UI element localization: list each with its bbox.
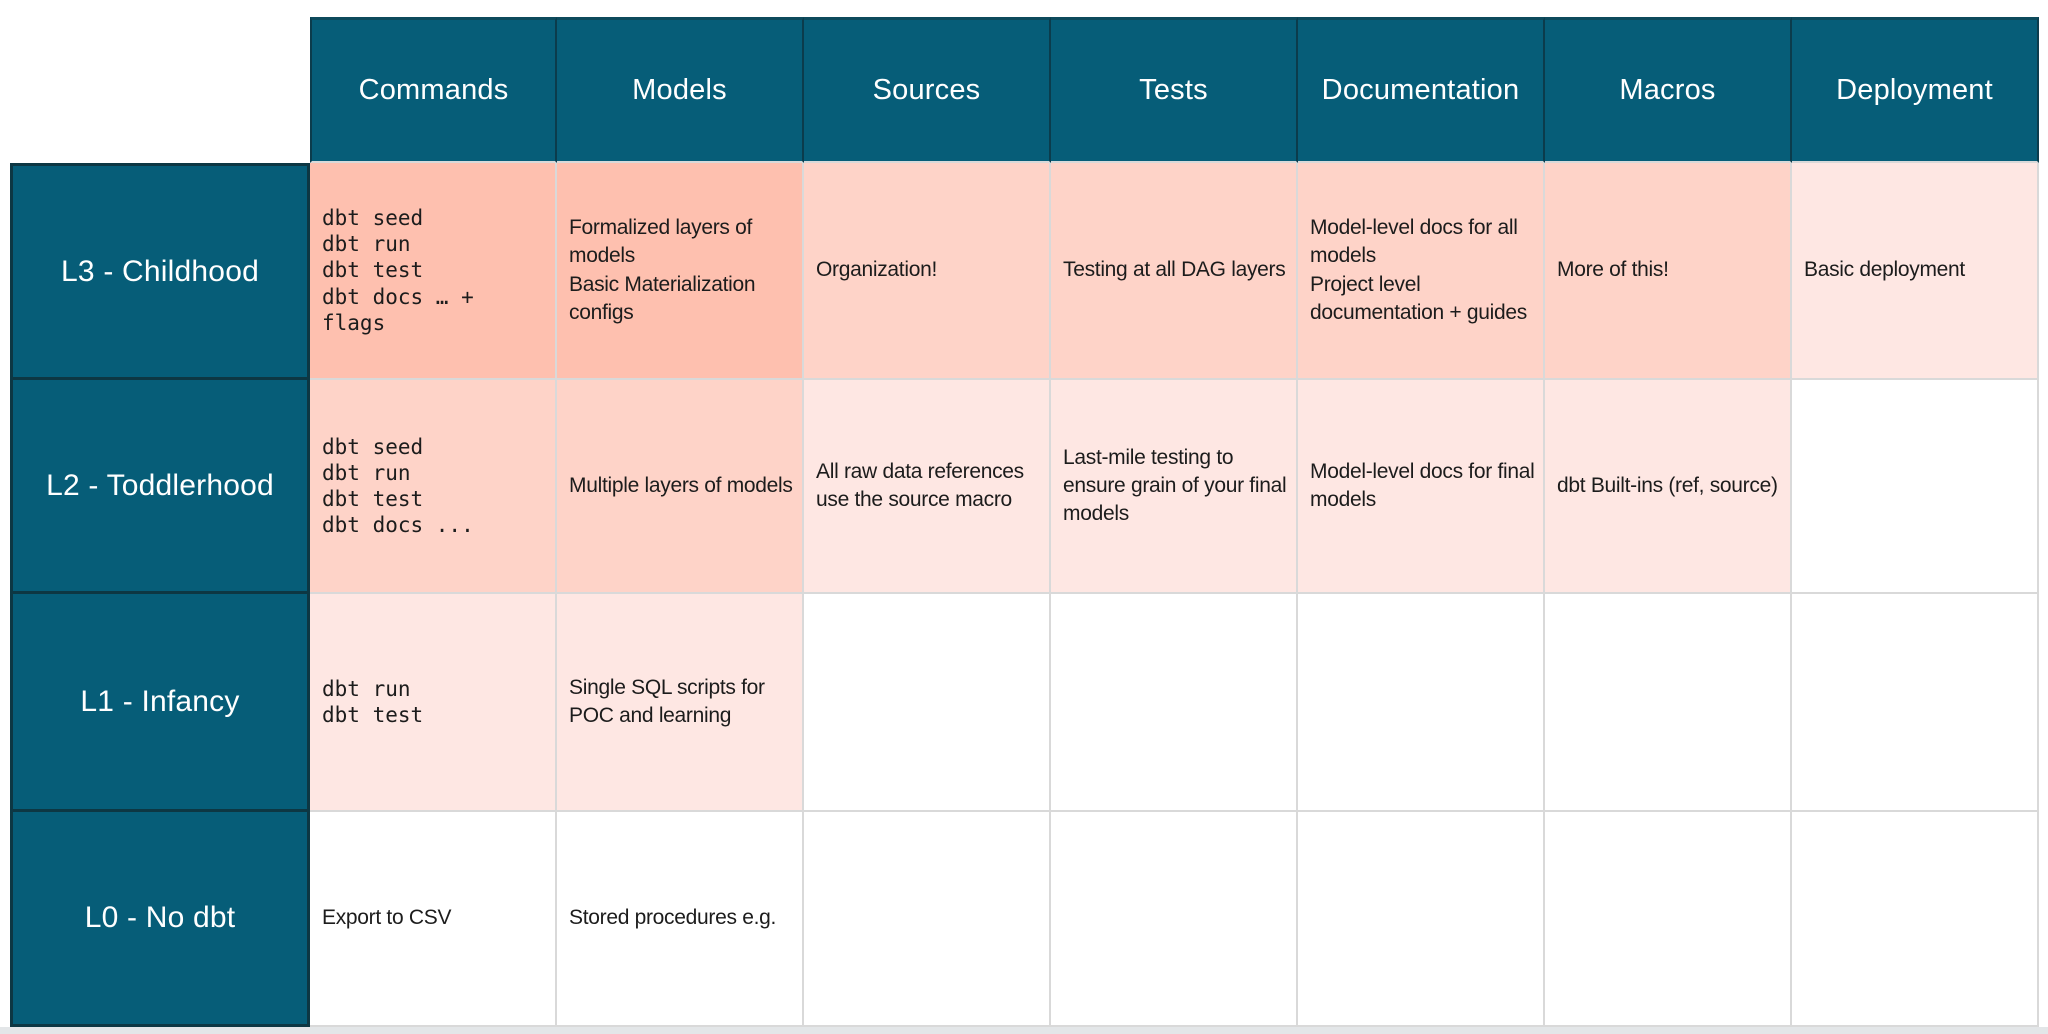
column-header-sources: Sources [804,17,1051,163]
column-header-label: Tests [1139,74,1208,106]
cell-l0-deployment [1792,812,2039,1027]
row-header-label: L1 - Infancy [80,684,240,718]
column-header-label: Models [632,74,727,106]
cell-text: Basic deployment [1804,258,1965,282]
cell-l2-commands: dbt seed dbt run dbt test dbt docs ... [310,380,557,594]
column-header-deployment: Deployment [1792,17,2039,163]
column-header-label: Documentation [1321,74,1520,106]
cell-l2-sources: All raw data references use the source m… [804,380,1051,594]
cell-text: Model-level docs for all models Project … [1310,216,1527,324]
row-header-l2-toddlerhood: L2 - Toddlerhood [10,380,310,594]
column-header-models: Models [557,17,804,163]
cell-l0-commands: Export to CSV [310,812,557,1027]
column-header-macros: Macros [1545,17,1792,163]
row-header-label: L3 - Childhood [61,254,259,288]
column-header-tests: Tests [1051,17,1298,163]
cell-l1-macros [1545,594,1792,812]
cell-text: Last-mile testing to ensure grain of you… [1063,445,1287,526]
cell-text: dbt seed dbt run dbt test dbt docs ... [322,434,474,538]
cell-l1-tests [1051,594,1298,812]
row-header-l0-no-dbt: L0 - No dbt [10,812,310,1027]
row-header-label: L0 - No dbt [84,901,236,934]
maturity-matrix-table: Commands Models Sources Tests Documentat… [10,17,2039,1027]
column-header-commands: Commands [310,17,557,163]
cell-text: Stored procedures e.g. [569,906,777,930]
row-header-label: L2 - Toddlerhood [46,468,274,502]
cell-l1-commands: dbt run dbt test [310,594,557,812]
cell-text: All raw data references use the source m… [816,459,1024,511]
cell-l1-documentation [1298,594,1545,812]
cell-l3-tests: Testing at all DAG layers [1051,163,1298,380]
cell-text: dbt seed dbt run dbt test dbt docs … + f… [322,205,474,335]
cell-l0-sources [804,812,1051,1027]
cell-l0-documentation [1298,812,1545,1027]
cell-l3-deployment: Basic deployment [1792,163,2039,380]
cell-l1-deployment [1792,594,2039,812]
column-header-label: Sources [872,74,981,106]
cell-l1-models: Single SQL scripts for POC and learning [557,594,804,812]
cell-l3-documentation: Model-level docs for all models Project … [1298,163,1545,380]
column-header-label: Commands [358,74,509,106]
row-header-l3-childhood: L3 - Childhood [10,163,310,380]
cell-text: Model-level docs for final models [1310,459,1535,511]
column-header-label: Macros [1619,74,1716,106]
cell-text: Testing at all DAG layers [1063,258,1286,282]
cell-l2-deployment [1792,380,2039,594]
cell-l1-sources [804,594,1051,812]
cell-l0-tests [1051,812,1298,1027]
cell-text: Single SQL scripts for POC and learning [569,675,765,727]
cell-text: dbt run dbt test [322,676,424,727]
row-header-l1-infancy: L1 - Infancy [10,594,310,812]
cell-l2-tests: Last-mile testing to ensure grain of you… [1051,380,1298,594]
corner-spacer [10,17,310,163]
cell-text: Multiple layers of models [569,473,793,497]
column-header-label: Deployment [1836,74,1993,106]
cell-text: Organization! [816,258,938,282]
cell-l3-models: Formalized layers of models Basic Materi… [557,163,804,380]
cell-l2-models: Multiple layers of models [557,380,804,594]
cell-text: dbt Built-ins (ref, source) [1557,473,1778,497]
cell-text: More of this! [1557,258,1669,282]
cell-text: Export to CSV [322,906,452,930]
cell-l0-models: Stored procedures e.g. [557,812,804,1027]
cell-l3-sources: Organization! [804,163,1051,380]
cell-l2-documentation: Model-level docs for final models [1298,380,1545,594]
cell-l2-macros: dbt Built-ins (ref, source) [1545,380,1792,594]
bottom-scroll-strip [0,1027,2048,1034]
cell-l0-macros [1545,812,1792,1027]
cell-l3-macros: More of this! [1545,163,1792,380]
cell-l3-commands: dbt seed dbt run dbt test dbt docs … + f… [310,163,557,380]
column-header-documentation: Documentation [1298,17,1545,163]
cell-text: Formalized layers of models Basic Materi… [569,216,756,324]
